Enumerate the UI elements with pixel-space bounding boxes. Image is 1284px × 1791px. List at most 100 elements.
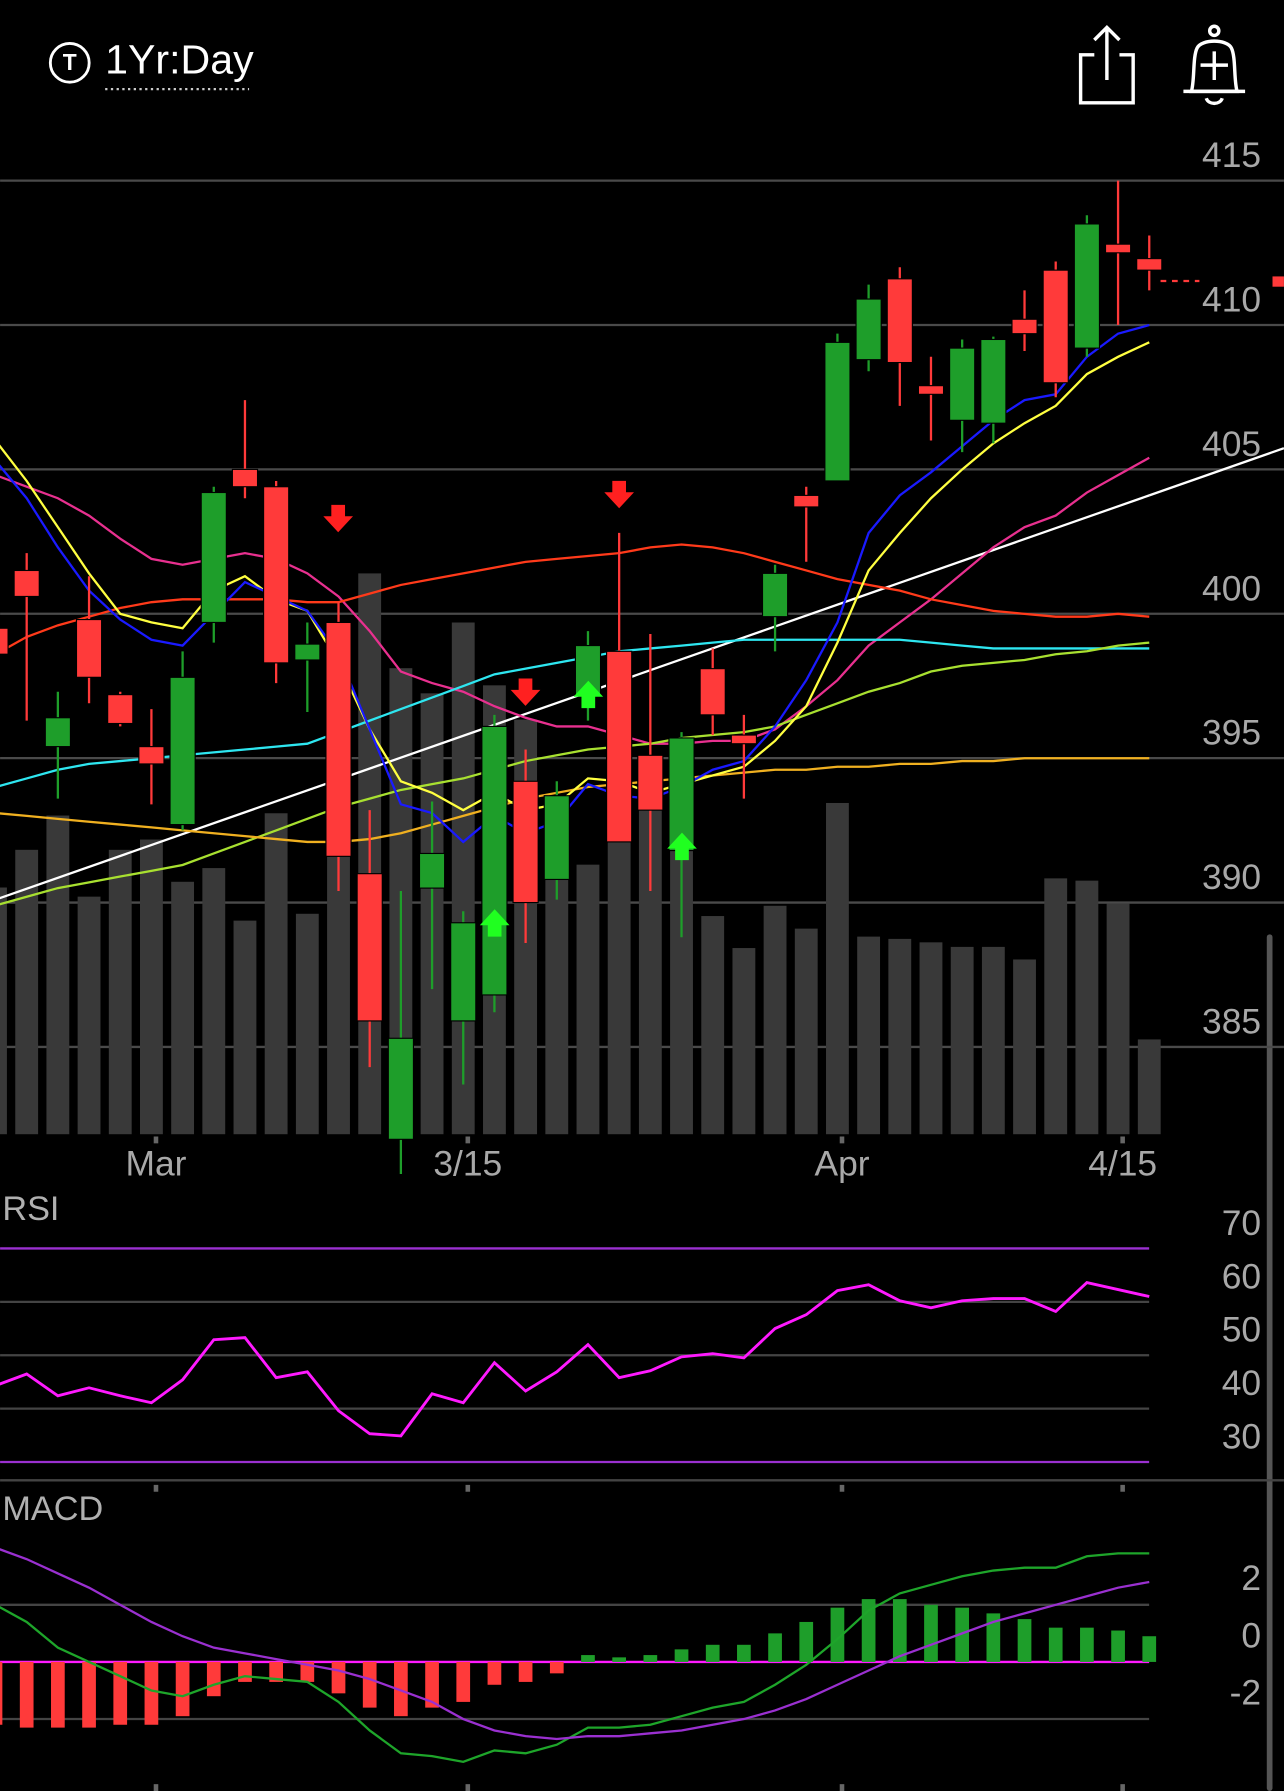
- histogram-bar: [737, 1644, 751, 1662]
- volume-bar: [46, 815, 70, 1135]
- volume-bar: [981, 946, 1005, 1135]
- histogram-bar: [612, 1657, 627, 1662]
- candle-body: [200, 491, 227, 624]
- histogram-bar: [924, 1604, 938, 1662]
- candle-body: [793, 494, 820, 508]
- volume-bar: [108, 849, 132, 1135]
- candle-body: [107, 694, 134, 725]
- share-arrow: [1093, 24, 1121, 80]
- candle-body: [543, 795, 570, 881]
- icon-label: T: [63, 49, 77, 75]
- trendline-extension: [1148, 447, 1284, 497]
- candle-body: [1136, 258, 1163, 271]
- candle-body: [13, 569, 40, 598]
- volume-bar: [295, 913, 319, 1135]
- x-tick-label: 4/15: [1088, 1144, 1157, 1184]
- volume-bar: [919, 942, 943, 1135]
- histogram-bar: [1142, 1636, 1157, 1662]
- y-tick-label: -2: [1230, 1672, 1261, 1712]
- y-tick-label: 385: [1202, 1001, 1261, 1041]
- candle-body: [294, 643, 321, 661]
- candle-body: [325, 621, 352, 857]
- alert-button[interactable]: [1183, 24, 1246, 106]
- moving-average: [0, 341, 1150, 812]
- volume-bar: [732, 948, 756, 1135]
- buy-signal: [667, 832, 697, 861]
- y-tick-label: 40: [1222, 1363, 1261, 1403]
- candle-body: [169, 676, 196, 826]
- share-button[interactable]: [1078, 24, 1135, 105]
- moving-average: [0, 323, 1150, 844]
- candle-body: [0, 627, 9, 655]
- volume-bar: [950, 946, 974, 1135]
- y-tick-label: 30: [1222, 1417, 1261, 1457]
- panel-label: MACD: [2, 1490, 103, 1528]
- candle-body: [44, 717, 72, 748]
- histogram-bar: [425, 1661, 439, 1708]
- volume-bar: [888, 938, 912, 1135]
- candle-body: [418, 852, 446, 889]
- volume-bar: [857, 936, 881, 1135]
- candle-body: [138, 746, 165, 765]
- histogram-bar: [51, 1661, 65, 1728]
- candle-body: [512, 780, 539, 904]
- y-tick-label: 390: [1202, 857, 1261, 897]
- candle-body: [637, 754, 664, 811]
- histogram-bar: [362, 1661, 377, 1708]
- y-tick-label: 70: [1222, 1203, 1261, 1243]
- sell-signal: [604, 480, 635, 509]
- volume-bar: [1044, 878, 1068, 1135]
- volume-bar: [233, 920, 257, 1135]
- y-tick-label: 410: [1202, 280, 1261, 320]
- bell-plus: [1183, 51, 1246, 106]
- y-tick-label: 60: [1222, 1256, 1261, 1296]
- macd-line: [0, 1552, 1150, 1764]
- volume-bar: [826, 802, 849, 1135]
- histogram-bar: [113, 1661, 128, 1725]
- histogram-bar: [1111, 1630, 1125, 1662]
- timeframe-button[interactable]: T 1Yr:Day: [48, 37, 254, 91]
- histogram-bar: [892, 1599, 907, 1662]
- candle-body: [824, 341, 851, 482]
- rsi-line: [0, 1281, 1150, 1438]
- macd-line: [0, 1548, 1150, 1741]
- histogram-bar: [955, 1607, 970, 1662]
- histogram-bar: [144, 1661, 159, 1725]
- timeframe-label: 1Yr:Day: [105, 37, 254, 83]
- x-tick-label: Apr: [814, 1144, 869, 1184]
- candle-body: [1104, 243, 1132, 254]
- histogram-bar: [643, 1655, 658, 1662]
- histogram-bar: [549, 1661, 564, 1674]
- volume-bar: [327, 804, 350, 1135]
- volume-bar: [202, 868, 226, 1135]
- volume-bar: [1106, 903, 1130, 1135]
- histogram-bar: [1048, 1627, 1063, 1662]
- trendline: [0, 494, 1150, 900]
- histogram-bar: [487, 1661, 502, 1685]
- candle-body: [387, 1037, 415, 1140]
- moving-average: [0, 543, 1150, 654]
- volume-bar: [1075, 880, 1099, 1135]
- y-tick-label: 2: [1241, 1558, 1261, 1598]
- histogram-bar: [394, 1661, 408, 1717]
- last-price-marker: [1272, 276, 1284, 287]
- volume-bar: [264, 813, 288, 1135]
- scrollbar: [1266, 934, 1273, 1791]
- y-tick-label: 395: [1202, 713, 1261, 753]
- volume-bar: [1137, 1039, 1161, 1135]
- signals: [323, 276, 1284, 937]
- volume-bar: [77, 896, 101, 1135]
- histogram-bar: [986, 1613, 1001, 1662]
- candle-body: [606, 650, 633, 843]
- histogram-bar: [518, 1661, 533, 1682]
- histogram-bar: [269, 1661, 284, 1682]
- histogram-bar: [581, 1655, 595, 1662]
- candle-body: [699, 668, 726, 716]
- sell-signal: [323, 504, 354, 533]
- y-tick-label: 400: [1202, 568, 1261, 608]
- histogram-bar: [674, 1649, 689, 1662]
- volume-bar: [701, 916, 725, 1135]
- histogram-bar: [1080, 1627, 1094, 1662]
